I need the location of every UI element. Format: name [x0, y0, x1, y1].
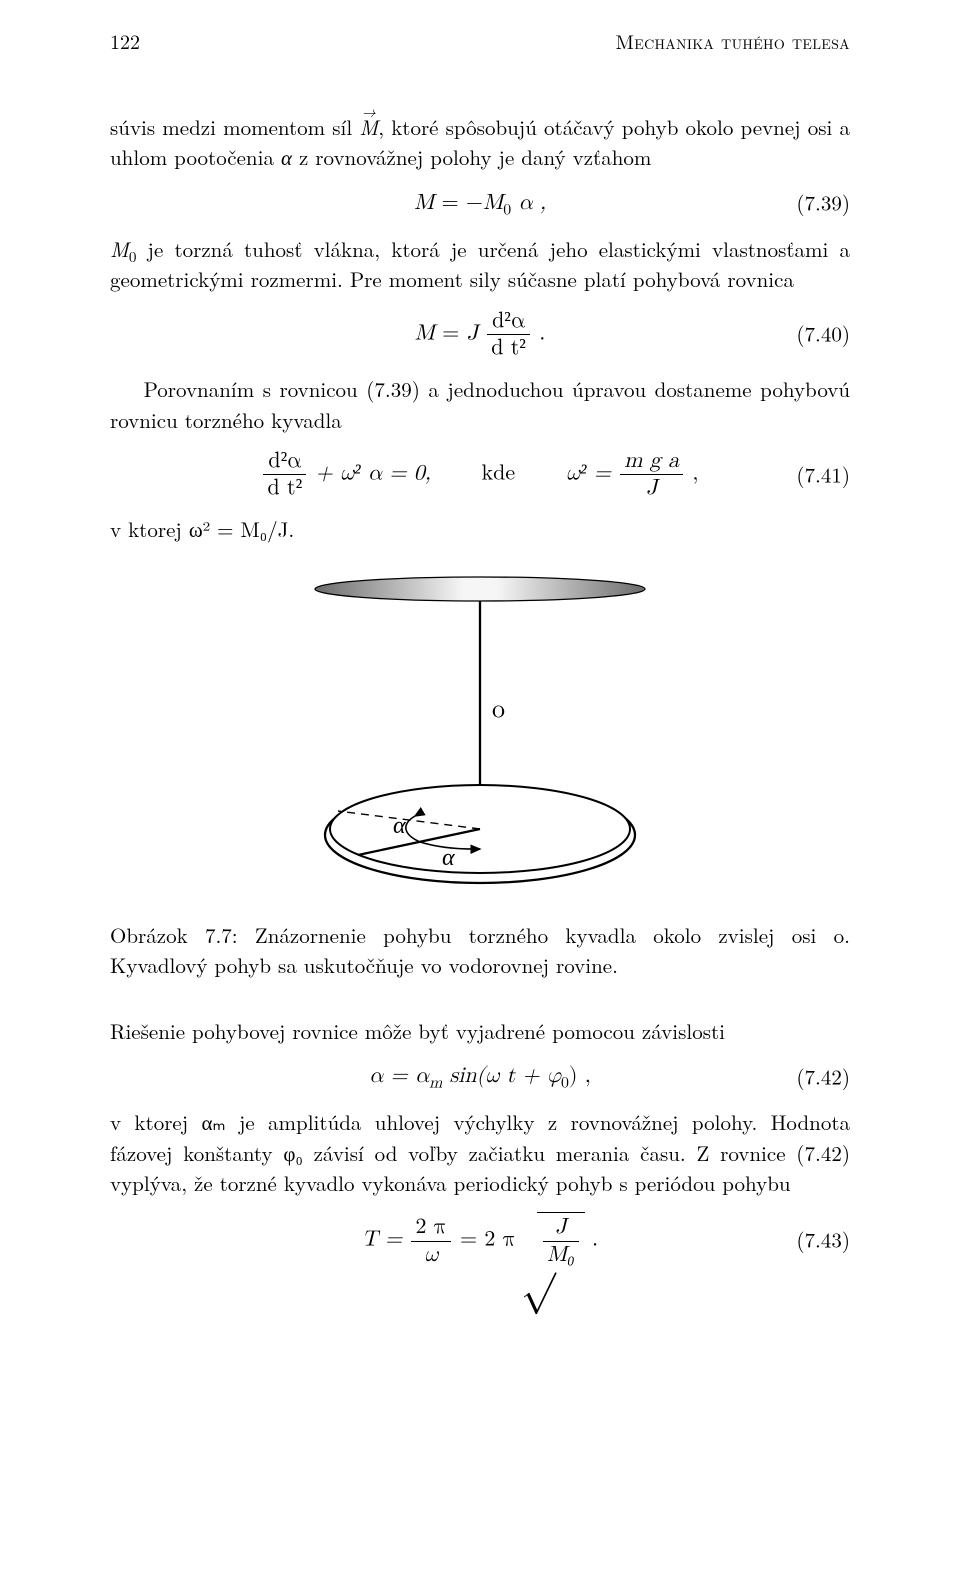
eq741-kde: kde	[481, 455, 515, 486]
eq743-lhs: T =	[362, 1229, 410, 1251]
figure-svg: o α α	[270, 567, 690, 897]
equation-7-40: M = J d²α d t² . (7.40)	[110, 309, 850, 360]
eq741-number: (7.41)	[796, 459, 850, 491]
eq743-sqrt-den: M₀	[543, 1242, 579, 1267]
eq739-lhs: M	[414, 192, 434, 214]
eq743-mid: = 2 π	[460, 1229, 523, 1251]
eq739-number: (7.39)	[796, 188, 850, 220]
eq741-tail: ,	[685, 462, 698, 484]
eq742-b: sin(ω t + φ	[442, 1065, 561, 1087]
eq742-sub0: 0	[561, 1076, 569, 1092]
eq741-mid1: + ω² α = 0,	[308, 462, 431, 484]
running-header: 122 Mechanika tuhého telesa	[110, 26, 850, 60]
figure-label-alpha-right: α	[442, 838, 455, 872]
equation-7-42: α = αm sin(ω t + φ0) , (7.42)	[110, 1060, 850, 1093]
figure-label-alpha-left: α	[393, 806, 406, 840]
eq741-frac1: d²α d t²	[263, 449, 306, 500]
eq740-den: d t²	[487, 335, 530, 360]
eq743-f1-num: 2 π	[411, 1215, 450, 1241]
chapter-title: Mechanika tuhého telesa	[616, 26, 850, 55]
eq743-tail: .	[585, 1229, 598, 1251]
figure-7-7: o α α	[110, 567, 850, 902]
eq742-m: m	[429, 1076, 442, 1092]
eq739-sub0: 0	[503, 202, 511, 218]
eq743-sqrt-num: J	[543, 1215, 579, 1241]
paragraph-3: Porovnaním s rovnicou (7.39) a jednoduch…	[110, 374, 850, 435]
eq741-frac2: m g a J	[620, 449, 683, 500]
p2-M: M	[110, 234, 129, 264]
page-number: 122	[110, 26, 140, 55]
eq741-f2-den: J	[620, 475, 683, 500]
eq743-frac1: 2 π ω	[411, 1215, 450, 1266]
eq739-tail: α ,	[511, 192, 546, 214]
eq743-sqrt: J M₀	[523, 1212, 585, 1266]
eq741-mid2: ω² =	[566, 462, 618, 484]
eq741-f1-num: d²α	[263, 449, 306, 475]
equation-7-41: d²α d t² + ω² α = 0, kde ω² = m g a J , …	[110, 449, 850, 500]
equation-7-39: M = −M0 α , (7.39)	[110, 187, 850, 220]
paragraph-5: Riešenie pohybovej rovnice môže byť vyja…	[110, 1016, 850, 1046]
eq740-number: (7.40)	[796, 319, 850, 351]
paragraph-4: v ktorej ω² = M₀/J.	[110, 514, 850, 544]
paragraph-2: M0 je torzná tuhosť vlákna, ktorá je urč…	[110, 234, 850, 295]
paragraph-1: súvis medzi momentom síl M, ktoré spôsob…	[110, 112, 850, 173]
eq743-f1-den: ω	[411, 1242, 450, 1267]
equation-7-43: T = 2 π ω = 2 π J M₀ . (7.43)	[110, 1212, 850, 1266]
eq743-number: (7.43)	[796, 1224, 850, 1256]
eq741-f1-den: d t²	[263, 475, 306, 500]
figure-label-o: o	[492, 688, 505, 725]
figure-caption: Obrázok 7.7: Znázornenie pohybu torzného…	[110, 920, 850, 981]
eq740-frac: d²α d t²	[487, 309, 530, 360]
eq742-a: α = α	[369, 1065, 429, 1087]
eq741-f2-num: m g a	[620, 449, 683, 475]
eq740-post: .	[532, 322, 545, 344]
eq740-num: d²α	[487, 309, 530, 335]
paragraph-6: v ktorej αₘ je amplitúda uhlovej výchylk…	[110, 1107, 850, 1198]
eq739-minus: −	[466, 192, 483, 214]
eq742-c: ) ,	[569, 1065, 591, 1087]
page: 122 Mechanika tuhého telesa súvis medzi …	[0, 0, 960, 1582]
eq742-number: (7.42)	[796, 1061, 850, 1093]
eq739-M: M	[483, 192, 503, 214]
p2-rest: je torzná tuhosť vlákna, ktorá je určená…	[110, 234, 850, 294]
